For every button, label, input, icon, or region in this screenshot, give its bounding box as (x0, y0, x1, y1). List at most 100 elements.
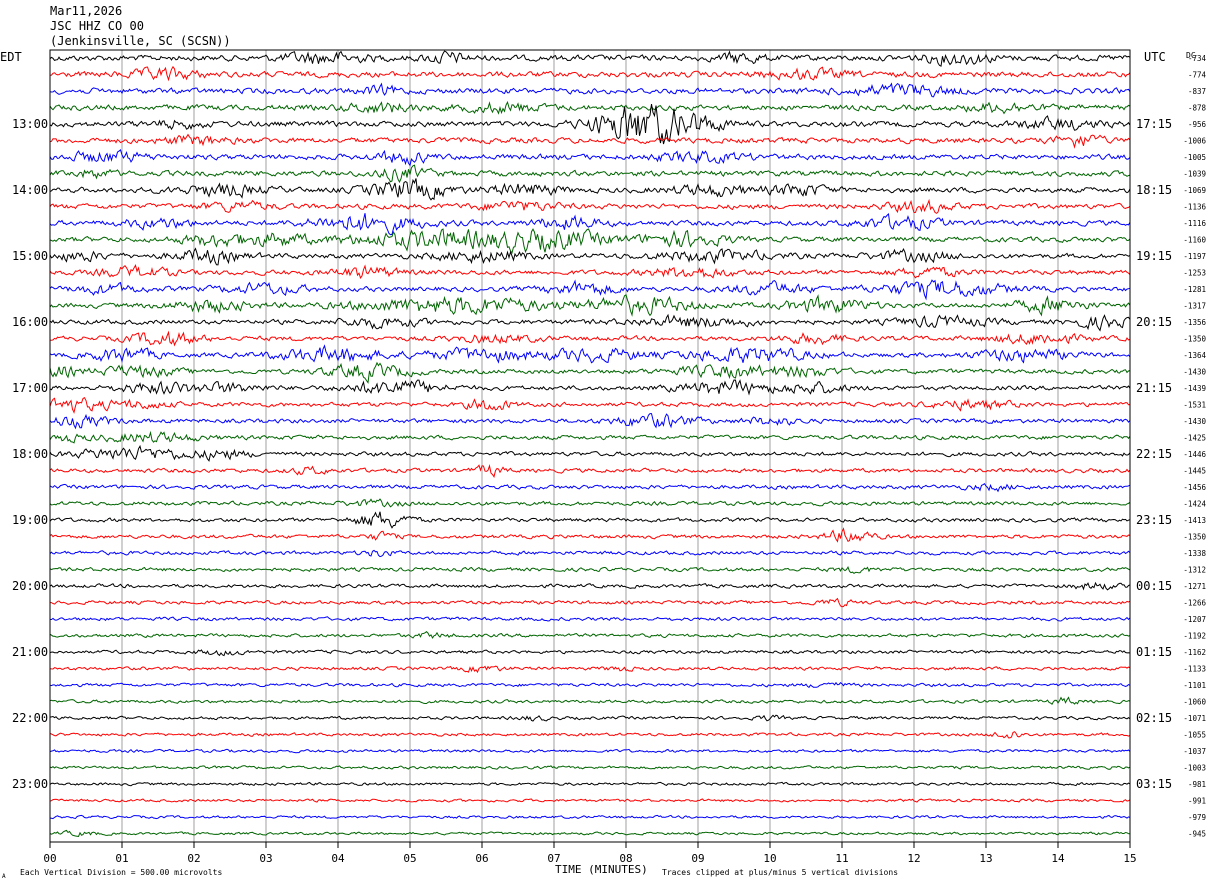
trace-line (49, 294, 1131, 317)
trace-line (49, 482, 1131, 493)
trace-line (49, 247, 1131, 266)
dc-offset-value: -1445 (1183, 467, 1206, 476)
trace-line (49, 263, 1131, 279)
dc-offset-value: -837 (1188, 87, 1206, 96)
dc-offset-value: -1430 (1183, 417, 1206, 426)
trace-line (49, 198, 1131, 214)
edt-hour-label: 23:00 (12, 777, 48, 791)
x-tick-label: 09 (691, 852, 704, 865)
trace-line (49, 50, 1131, 67)
right-hour-labels: 17:15 18:15 19:15 20:15 21:15 22:15 23:15 00:15… (1136, 117, 1172, 791)
footer-scale-note: Each Vertical Division = 500.00 microvol… (20, 868, 222, 877)
dc-offset-value: -1350 (1183, 335, 1206, 344)
dc-offset-value: -1160 (1183, 236, 1206, 245)
utc-hour-label: 21:15 (1136, 381, 1172, 395)
dc-offset-value: -1338 (1183, 549, 1206, 558)
left-axis-label: EDT (0, 50, 22, 64)
trace-line (49, 104, 1131, 145)
x-tick-label: 04 (331, 852, 345, 865)
trace-line (49, 731, 1131, 739)
trace-line (49, 100, 1131, 115)
dc-offset-value: -1060 (1183, 698, 1206, 707)
utc-hour-label: 18:15 (1136, 183, 1172, 197)
trace-line (49, 511, 1131, 529)
edt-hour-label: 18:00 (12, 447, 48, 461)
dc-offset-value: -1162 (1183, 648, 1206, 657)
dc-offset-value: -1425 (1183, 434, 1206, 443)
trace-line (49, 444, 1131, 462)
dc-offset-value: -1317 (1183, 302, 1206, 311)
trace-line (49, 430, 1131, 444)
trace-line (49, 829, 1131, 837)
trace-line (49, 781, 1131, 787)
trace-line (49, 228, 1131, 255)
dc-label: DC (1186, 51, 1196, 60)
dc-offset-value: -979 (1188, 813, 1206, 822)
header-station: JSC HHZ CO 00 (50, 19, 144, 33)
x-tick-label: 11 (835, 852, 848, 865)
dc-offset-value: -1037 (1183, 747, 1206, 756)
dc-offset-value: -1424 (1183, 500, 1206, 509)
dc-offset-value: -1350 (1183, 533, 1206, 542)
trace-line (49, 178, 1131, 201)
minute-gridlines (121, 50, 1059, 842)
dc-offset-value: -1430 (1183, 368, 1206, 377)
trace-line (49, 149, 1131, 167)
header-date: Mar11,2026 (50, 4, 122, 18)
dc-offset-value: -1101 (1183, 681, 1206, 690)
utc-hour-label: 22:15 (1136, 447, 1172, 461)
dc-offset-value: -1069 (1183, 186, 1206, 195)
dc-offset-value: -981 (1188, 780, 1206, 789)
dc-offset-value: -1192 (1183, 632, 1206, 641)
trace-line (49, 279, 1131, 301)
utc-hour-label: 01:15 (1136, 645, 1172, 659)
edt-hour-label: 17:00 (12, 381, 48, 395)
footer-corner-mark: A (2, 873, 6, 880)
plot-frame (49, 49, 1131, 843)
dc-offset-value: -1413 (1183, 516, 1206, 525)
trace-line (49, 344, 1131, 364)
trace-line (49, 313, 1131, 332)
trace-line (49, 164, 1131, 184)
trace-line (49, 714, 1131, 722)
trace-line (49, 212, 1131, 236)
dc-offset-value: -734 (1188, 54, 1207, 63)
x-tick-label: 03 (259, 852, 272, 865)
dc-offset-value: -774 (1188, 71, 1207, 80)
x-tick-label: 12 (907, 852, 920, 865)
dc-offset-value: -1266 (1183, 599, 1206, 608)
footer-clip-note: Traces clipped at plus/minus 5 vertical … (662, 868, 898, 877)
trace-line (49, 665, 1131, 674)
x-tick-label: 01 (115, 852, 128, 865)
header-location: (Jenkinsville, SC (SCSN)) (50, 34, 231, 48)
dc-offset-value: -1133 (1183, 665, 1206, 674)
dc-offset-labels: -734 -774 -837 -878 -956 -1006 -1005 -1039 -1069… (1183, 54, 1206, 839)
right-axis-label: UTC (1144, 50, 1166, 64)
x-tick-label: 07 (547, 852, 560, 865)
dc-offset-value: -1116 (1183, 219, 1206, 228)
trace-line (49, 765, 1131, 770)
trace-line (49, 330, 1131, 347)
edt-hour-label: 13:00 (12, 117, 48, 131)
dc-offset-value: -878 (1188, 104, 1207, 113)
left-hour-labels: 13:00 14:00 15:00 16:00 17:00 18:00 19:00 20:00… (12, 117, 48, 791)
edt-hour-label: 16:00 (12, 315, 48, 329)
edt-hour-label: 19:00 (12, 513, 48, 527)
x-tick-label: 15 (1123, 852, 1136, 865)
dc-offset-value: -1207 (1183, 615, 1206, 624)
dc-offset-value: -945 (1188, 830, 1206, 839)
edt-hour-label: 15:00 (12, 249, 48, 263)
utc-hour-label: 23:15 (1136, 513, 1172, 527)
trace-line (49, 581, 1131, 591)
dc-offset-value: -956 (1188, 120, 1207, 129)
trace-line (49, 565, 1131, 575)
utc-hour-label: 02:15 (1136, 711, 1172, 725)
edt-hour-label: 20:00 (12, 579, 48, 593)
dc-offset-value: -1281 (1183, 285, 1206, 294)
trace-line (49, 814, 1131, 820)
dc-offset-value: -1356 (1183, 318, 1206, 327)
trace-line (49, 649, 1131, 657)
x-tick-label: 06 (475, 852, 488, 865)
trace-line (49, 527, 1131, 543)
